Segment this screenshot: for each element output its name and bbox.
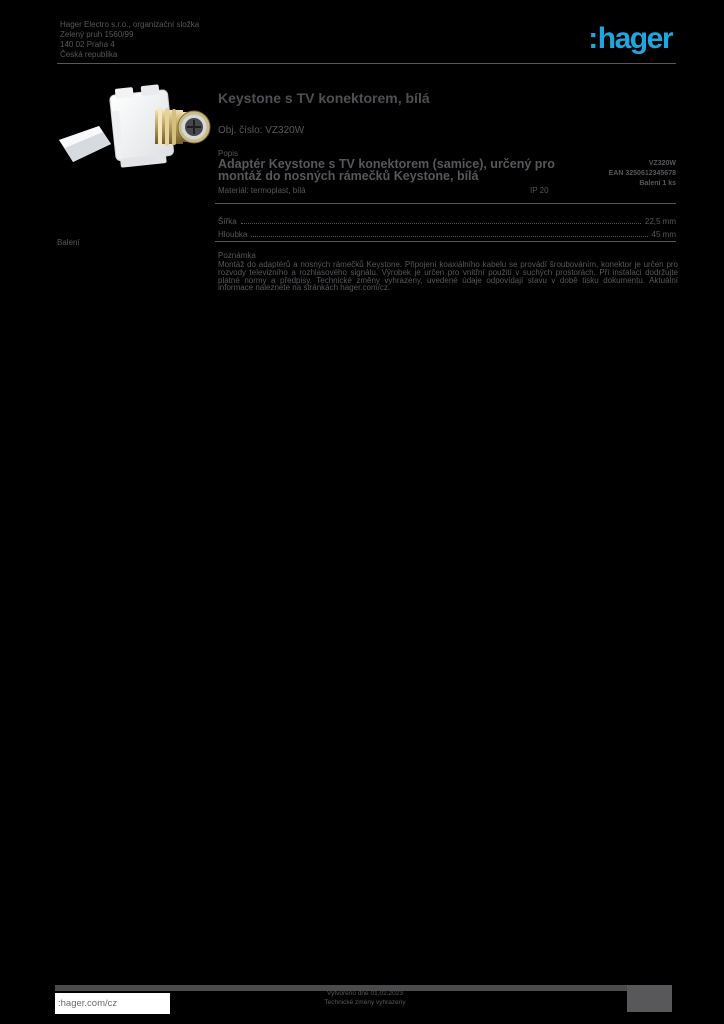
address-line: Zelený pruh 1560/99	[60, 30, 134, 39]
logo-colon: :	[588, 22, 598, 55]
footer-line: Vytvořeno dne 01.02.2023	[326, 990, 403, 997]
footer-line: Technické změny vyhrazeny	[324, 999, 406, 1006]
footer-url-text: hager.com/cz	[60, 998, 118, 1009]
footer-divider	[55, 985, 669, 991]
order-info-block: VZ320W EAN 3250612345678 Balení 1 ks	[590, 159, 676, 189]
margin-section-label: Balení	[57, 238, 80, 247]
spec-value: 22,5 mm	[644, 217, 676, 226]
order-info-line: Balení 1 ks	[639, 180, 676, 187]
footer-page-box	[627, 985, 672, 1012]
footer-url-box: :hager.com/cz	[55, 993, 170, 1014]
section-label-note: Poznámka	[218, 251, 256, 260]
footer-url-colon: :	[58, 998, 61, 1009]
footer-center-text: Vytvořeno dne 01.02.2023 Technické změny…	[290, 989, 440, 1007]
spec-row: Šířka 22,5 mm	[218, 217, 676, 226]
spec-label: Hloubka	[218, 230, 248, 239]
product-photo	[59, 84, 211, 168]
description-text: Adaptér Keystone s TV konektorem (samice…	[218, 157, 555, 183]
spec-value: 45 mm	[651, 230, 676, 239]
section-divider	[215, 241, 676, 242]
section-divider	[215, 203, 676, 204]
address-line: 140 02 Praha 4	[60, 40, 115, 49]
logo-text: hager	[597, 22, 674, 55]
section-label-description: Popis	[218, 149, 239, 158]
material-text: Materiál: termoplast, bílá	[218, 186, 306, 195]
dotted-leader	[251, 235, 648, 237]
address-line: Hager Electro s.r.o., organizační složka	[60, 20, 200, 29]
hager-logo: :hager	[588, 22, 674, 55]
footer-url-link[interactable]: :hager.com/cz	[55, 998, 117, 1009]
spec-row: Hloubka 45 mm	[218, 230, 676, 239]
order-info-line: EAN 3250612345678	[608, 170, 676, 177]
protection-rating: IP 20	[530, 186, 549, 195]
company-address: Hager Electro s.r.o., organizační složka…	[60, 20, 250, 60]
tv-connector	[155, 108, 211, 146]
address-line: Česká republika	[60, 50, 118, 59]
header-divider	[57, 63, 676, 64]
order-info-line: VZ320W	[648, 160, 676, 167]
dotted-leader	[240, 222, 641, 224]
note-text: Montáž do adaptérů a nosných rámečků Key…	[218, 260, 678, 293]
page-title: Keystone s TV konektorem, bílá	[218, 90, 430, 106]
spec-label: Šířka	[218, 217, 237, 226]
product-reference: Obj. číslo: VZ320W	[218, 125, 305, 136]
